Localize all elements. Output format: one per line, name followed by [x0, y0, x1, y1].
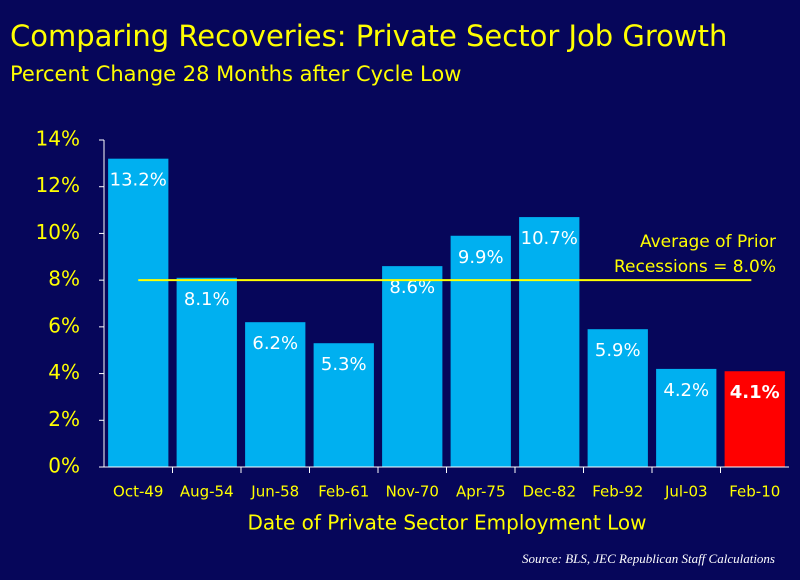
- x-tick-label: Jul-03: [664, 483, 708, 501]
- y-tick-label: 0%: [48, 454, 80, 478]
- data-label: 5.9%: [595, 340, 641, 361]
- x-axis-label: Date of Private Sector Employment Low: [247, 511, 646, 535]
- y-tick-label: 8%: [48, 267, 80, 291]
- y-tick-label: 10%: [36, 220, 80, 244]
- bar: [724, 371, 785, 467]
- data-label: 4.2%: [663, 380, 709, 401]
- bar: [245, 322, 306, 467]
- y-tick-label: 2%: [48, 407, 80, 431]
- chart-title: Comparing Recoveries: Private Sector Job…: [10, 19, 727, 53]
- x-tick-label: Feb-61: [318, 483, 369, 501]
- y-tick-label: 14%: [36, 127, 80, 151]
- data-label: 8.6%: [389, 277, 435, 298]
- x-tick-label: Feb-92: [592, 483, 643, 501]
- bar: [656, 368, 717, 467]
- average-annotation: Recessions = 8.0%: [614, 257, 776, 277]
- data-label: 5.3%: [321, 354, 367, 375]
- bar: [382, 266, 443, 467]
- x-tick-label: Oct-49: [113, 483, 163, 501]
- y-tick-label: 4%: [48, 360, 80, 384]
- x-tick-label: Nov-70: [386, 483, 439, 501]
- y-tick-label: 6%: [48, 313, 80, 337]
- x-tick-label: Apr-75: [456, 483, 506, 501]
- data-label: 4.1%: [730, 382, 780, 403]
- x-tick-label: Jun-58: [250, 483, 299, 501]
- bar: [108, 158, 169, 467]
- bar: [519, 217, 580, 467]
- data-label: 6.2%: [252, 333, 298, 354]
- y-tick-label: 12%: [36, 173, 80, 197]
- bar: [587, 329, 648, 467]
- bar: [176, 277, 237, 467]
- bar: [313, 343, 374, 467]
- chart-subtitle: Percent Change 28 Months after Cycle Low: [10, 62, 461, 86]
- data-label: 9.9%: [458, 247, 504, 268]
- x-tick-label: Feb-10: [729, 483, 780, 501]
- data-label: 8.1%: [184, 289, 230, 310]
- average-annotation: Average of Prior: [640, 232, 776, 252]
- source-note: Source: BLS, JEC Republican Staff Calcul…: [522, 551, 775, 566]
- x-tick-label: Aug-54: [180, 483, 234, 501]
- bar: [450, 235, 511, 467]
- data-label: 13.2%: [110, 170, 167, 191]
- x-tick-label: Dec-82: [522, 483, 576, 501]
- data-label: 10.7%: [521, 228, 578, 249]
